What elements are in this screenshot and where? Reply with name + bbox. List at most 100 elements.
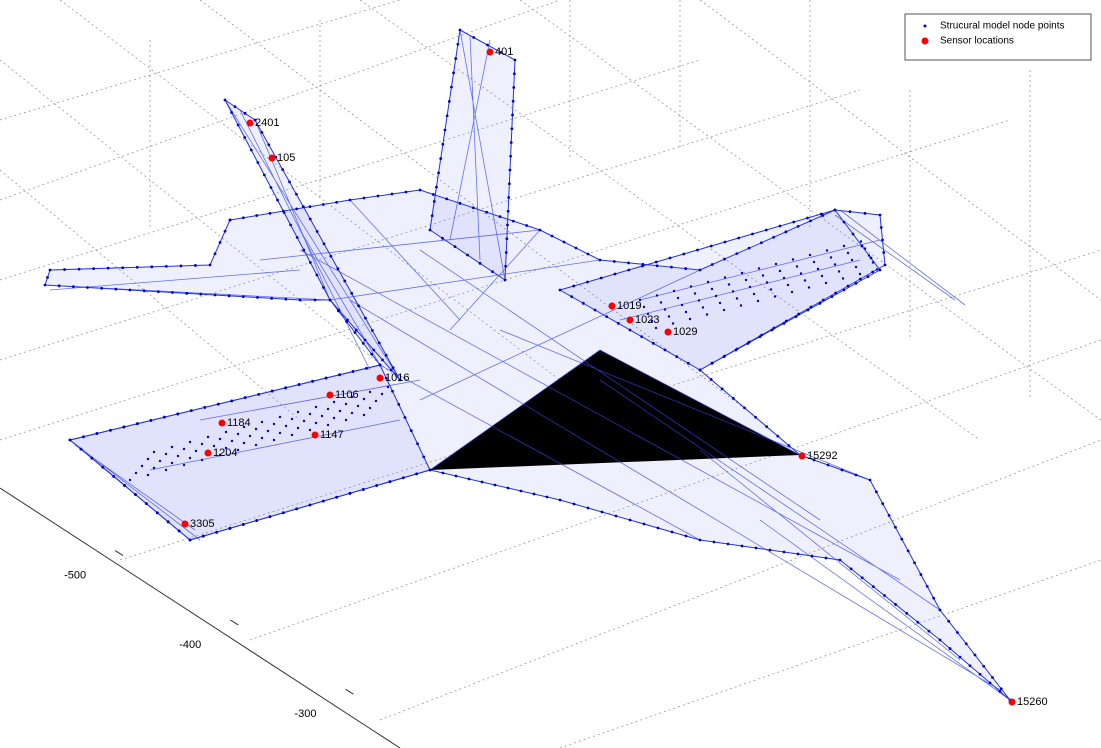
node-point bbox=[533, 493, 536, 496]
node-point bbox=[229, 219, 232, 222]
node-point bbox=[783, 322, 786, 325]
node-point bbox=[357, 304, 360, 307]
node-point bbox=[710, 378, 713, 381]
node-point bbox=[629, 329, 632, 332]
node-point bbox=[165, 469, 167, 471]
node-point bbox=[766, 281, 768, 283]
node-point bbox=[727, 543, 730, 546]
sensor-dot bbox=[247, 120, 254, 127]
node-point bbox=[668, 315, 670, 317]
node-point bbox=[261, 421, 263, 423]
node-point bbox=[724, 241, 727, 244]
node-point bbox=[58, 284, 61, 287]
node-point bbox=[965, 642, 968, 645]
node-point bbox=[511, 114, 514, 117]
node-point bbox=[820, 213, 823, 216]
node-point bbox=[969, 664, 972, 667]
sensor-label: 1019 bbox=[617, 300, 641, 312]
node-point bbox=[563, 241, 566, 244]
node-point bbox=[699, 369, 702, 372]
node-point bbox=[817, 268, 819, 270]
node-point bbox=[879, 214, 882, 217]
node-point bbox=[855, 266, 857, 268]
node-point bbox=[180, 265, 183, 268]
node-point bbox=[847, 285, 850, 288]
node-point bbox=[357, 405, 359, 407]
node-point bbox=[947, 620, 950, 623]
sensor-dot bbox=[269, 155, 276, 162]
node-point bbox=[445, 197, 448, 200]
node-point bbox=[224, 99, 227, 102]
node-point bbox=[640, 335, 643, 338]
node-point bbox=[757, 300, 759, 302]
node-point bbox=[314, 299, 317, 302]
node-point bbox=[641, 265, 644, 268]
node-point bbox=[442, 472, 445, 475]
node-point bbox=[655, 261, 658, 264]
node-point bbox=[343, 280, 346, 283]
node-point bbox=[404, 416, 407, 419]
node-point bbox=[776, 435, 779, 438]
node-point bbox=[201, 443, 203, 445]
node-point bbox=[505, 251, 508, 254]
node-point bbox=[888, 514, 891, 517]
node-point bbox=[363, 414, 365, 416]
node-point bbox=[250, 149, 253, 152]
node-point bbox=[830, 256, 832, 258]
node-point bbox=[90, 457, 93, 460]
node-point bbox=[834, 263, 836, 265]
node-point bbox=[505, 237, 508, 240]
node-point bbox=[217, 403, 220, 406]
node-point bbox=[751, 233, 754, 236]
node-point bbox=[699, 539, 702, 542]
node-point bbox=[199, 293, 202, 296]
node-point bbox=[101, 466, 104, 469]
node-point bbox=[852, 233, 855, 236]
node-point bbox=[859, 278, 862, 281]
node-point bbox=[397, 403, 400, 406]
node-point bbox=[109, 429, 112, 432]
node-point bbox=[242, 295, 245, 298]
node-point bbox=[614, 273, 617, 276]
node-point bbox=[494, 484, 497, 487]
node-point bbox=[834, 209, 837, 212]
node-point bbox=[979, 673, 982, 676]
node-point bbox=[599, 259, 602, 262]
node-point bbox=[44, 284, 47, 287]
node-point bbox=[613, 260, 616, 263]
node-point bbox=[255, 519, 258, 522]
node-point bbox=[370, 353, 373, 356]
node-point bbox=[872, 585, 875, 588]
node-point bbox=[525, 224, 528, 227]
node-point bbox=[615, 515, 618, 518]
node-point bbox=[671, 531, 674, 534]
node-point bbox=[792, 221, 795, 224]
node-point bbox=[80, 448, 83, 451]
node-point bbox=[189, 539, 192, 542]
node-point bbox=[760, 241, 763, 244]
node-point bbox=[429, 469, 432, 472]
node-point bbox=[479, 262, 482, 265]
node-point bbox=[365, 367, 368, 370]
node-point bbox=[841, 469, 844, 472]
node-point bbox=[684, 267, 687, 270]
sensor-label: 1023 bbox=[635, 314, 659, 326]
node-point bbox=[740, 304, 742, 306]
node-point bbox=[939, 639, 942, 642]
node-point bbox=[322, 203, 325, 206]
node-point bbox=[813, 261, 815, 263]
node-point bbox=[810, 306, 813, 309]
node-point bbox=[850, 567, 853, 570]
node-point bbox=[291, 434, 293, 436]
node-point bbox=[682, 253, 685, 256]
node-point bbox=[864, 212, 867, 215]
node-point bbox=[989, 681, 992, 684]
node-point bbox=[256, 161, 259, 164]
node-point bbox=[481, 481, 484, 484]
node-point bbox=[822, 299, 825, 302]
node-point bbox=[774, 295, 776, 297]
tick-mark bbox=[345, 689, 353, 694]
node-point bbox=[214, 294, 217, 297]
node-point bbox=[78, 268, 81, 271]
node-point bbox=[509, 169, 512, 172]
